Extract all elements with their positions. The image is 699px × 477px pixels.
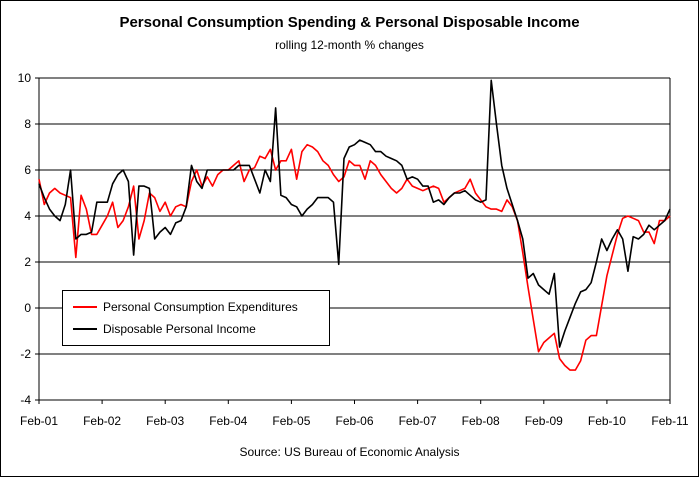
y-tick-label: 10 — [18, 71, 32, 85]
x-tick-label: Feb-06 — [335, 414, 373, 428]
y-tick-label: -2 — [20, 347, 31, 361]
series-line-dpi — [38, 79, 671, 348]
legend: Personal Consumption Expenditures Dispos… — [62, 290, 330, 346]
x-tick-label: Feb-09 — [525, 414, 563, 428]
source-note: Source: US Bureau of Economic Analysis — [239, 445, 460, 459]
legend-item-dpi: Disposable Personal Income — [73, 321, 256, 337]
legend-label-pce: Personal Consumption Expenditures — [103, 300, 298, 314]
x-tick-label: Feb-07 — [399, 414, 437, 428]
x-tick-label: Feb-10 — [588, 414, 626, 428]
x-tick-label: Feb-04 — [209, 414, 247, 428]
chart-title: Personal Consumption Spending & Personal… — [119, 14, 580, 31]
x-tick-label: Feb-05 — [272, 414, 310, 428]
chart-subtitle: rolling 12-month % changes — [275, 38, 424, 52]
y-tick-label: 2 — [24, 255, 31, 269]
x-tick-label: Feb-11 — [651, 414, 688, 428]
legend-label-dpi: Disposable Personal Income — [103, 322, 256, 336]
y-tick-label: 8 — [24, 117, 31, 131]
x-tick-label: Feb-08 — [462, 414, 500, 428]
y-tick-label: 4 — [24, 209, 31, 223]
x-tick-label: Feb-02 — [83, 414, 121, 428]
legend-swatch-dpi — [73, 328, 97, 330]
legend-item-pce: Personal Consumption Expenditures — [73, 299, 298, 315]
y-tick-label: 6 — [24, 163, 31, 177]
y-tick-label: 0 — [24, 301, 31, 315]
series-line-pce — [38, 143, 671, 371]
legend-swatch-pce — [73, 306, 97, 308]
y-tick-label: -4 — [20, 393, 31, 407]
x-tick-label: Feb-03 — [146, 414, 184, 428]
x-tick-label: Feb-01 — [20, 414, 58, 428]
